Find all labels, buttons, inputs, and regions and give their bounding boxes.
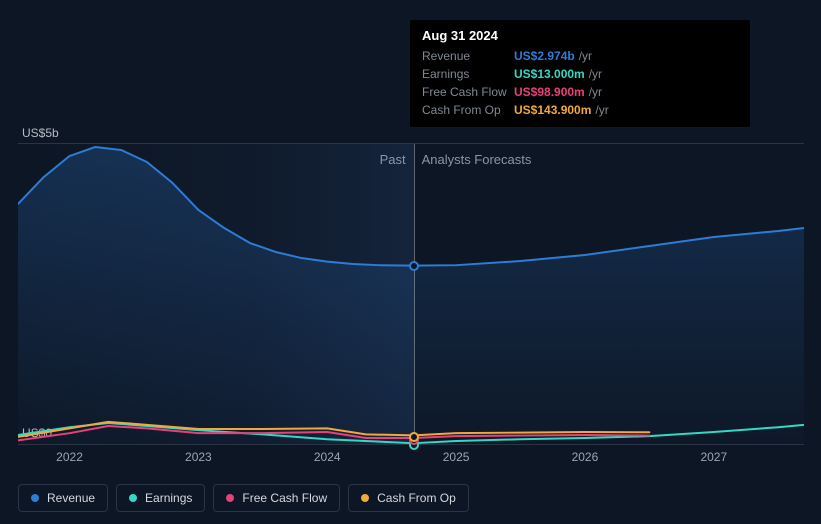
tooltip-metric-suffix: /yr — [595, 103, 608, 117]
tooltip-rows: RevenueUS$2.974b/yrEarningsUS$13.000m/yr… — [422, 47, 738, 119]
legend-dot-icon — [361, 494, 369, 502]
tooltip-metric-value: US$143.900m — [514, 103, 591, 117]
y-axis-top-label: US$5b — [22, 126, 59, 140]
tooltip-row: EarningsUS$13.000m/yr — [422, 65, 738, 83]
legend: Revenue Earnings Free Cash Flow Cash From O… — [18, 484, 469, 512]
legend-label: Free Cash Flow — [242, 491, 327, 505]
tooltip-metric-label: Cash From Op — [422, 103, 514, 117]
marker-revenue — [409, 261, 419, 271]
tooltip-metric-suffix: /yr — [589, 85, 602, 99]
x-tick: 2024 — [314, 450, 341, 464]
chart-svg — [18, 144, 804, 444]
marker-cfo — [409, 432, 419, 442]
tooltip-metric-value: US$2.974b — [514, 49, 575, 63]
x-tick: 2025 — [443, 450, 470, 464]
tooltip-metric-label: Revenue — [422, 49, 514, 63]
legend-item-fcf[interactable]: Free Cash Flow — [213, 484, 340, 512]
x-tick: 2022 — [56, 450, 83, 464]
tooltip-metric-suffix: /yr — [579, 49, 592, 63]
tooltip-metric-suffix: /yr — [589, 67, 602, 81]
legend-item-earnings[interactable]: Earnings — [116, 484, 205, 512]
legend-dot-icon — [226, 494, 234, 502]
tooltip-metric-label: Free Cash Flow — [422, 85, 514, 99]
legend-item-revenue[interactable]: Revenue — [18, 484, 108, 512]
series-area-revenue — [18, 147, 804, 444]
tooltip-metric-value: US$13.000m — [514, 67, 585, 81]
legend-label: Revenue — [47, 491, 95, 505]
tooltip-date: Aug 31 2024 — [422, 28, 738, 43]
legend-label: Cash From Op — [377, 491, 456, 505]
legend-item-cfo[interactable]: Cash From Op — [348, 484, 469, 512]
tooltip-box: Aug 31 2024 RevenueUS$2.974b/yrEarningsU… — [410, 20, 750, 127]
tooltip-metric-value: US$98.900m — [514, 85, 585, 99]
legend-dot-icon — [129, 494, 137, 502]
legend-dot-icon — [31, 494, 39, 502]
tooltip-row: Free Cash FlowUS$98.900m/yr — [422, 83, 738, 101]
x-axis: 2022 2023 2024 2025 2026 2027 — [18, 450, 804, 470]
x-tick: 2026 — [572, 450, 599, 464]
tooltip-row: RevenueUS$2.974b/yr — [422, 47, 738, 65]
x-tick: 2027 — [700, 450, 727, 464]
x-tick: 2023 — [185, 450, 212, 464]
past-future-divider — [414, 144, 415, 444]
tooltip-row: Cash From OpUS$143.900m/yr — [422, 101, 738, 119]
legend-label: Earnings — [145, 491, 192, 505]
tooltip-metric-label: Earnings — [422, 67, 514, 81]
chart-area[interactable]: Past Analysts Forecasts — [18, 143, 804, 445]
